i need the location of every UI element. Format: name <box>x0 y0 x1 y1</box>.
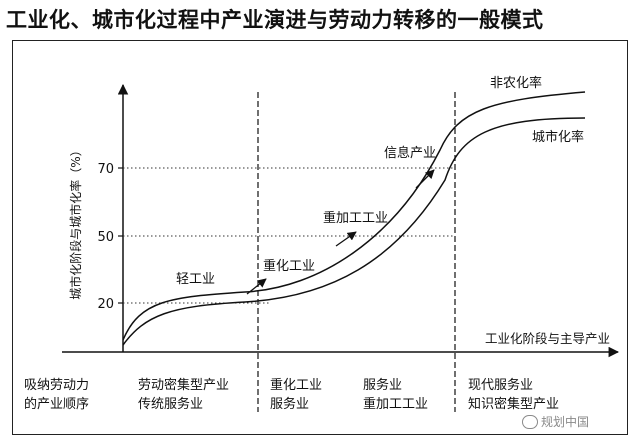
wechat-icon <box>522 414 538 429</box>
bottom-header-line2: 的产业顺序 <box>24 396 89 412</box>
stage-label-information: 信息产业 <box>384 145 436 161</box>
x-axis-label: 工业化阶段与主导产业 <box>485 331 610 346</box>
progress-arrow-2 <box>335 231 357 247</box>
progress-arrow-3 <box>415 169 435 189</box>
y-tick-label-50: 50 <box>97 230 114 245</box>
stage-label-heavy-processing: 重加工工业 <box>323 210 388 226</box>
watermark-text: 规划中国 <box>541 415 590 429</box>
watermark: 规划中国 <box>522 413 589 430</box>
bottom-col2-line2: 服务业 <box>270 396 309 412</box>
bottom-col4-line2: 知识密集型产业 <box>468 396 559 412</box>
y-tick-label-70: 70 <box>97 162 114 177</box>
bottom-col2-line1: 重化工业 <box>270 377 322 393</box>
bottom-header-line1: 吸纳劳动力 <box>24 377 89 393</box>
stage-label-heavy-chemical: 重化工业 <box>263 258 315 274</box>
diagram-frame <box>12 40 628 435</box>
bottom-col3-line2: 重加工工业 <box>363 396 428 412</box>
bottom-col3-line1: 服务业 <box>363 377 402 393</box>
diagram-title: 工业化、城市化过程中产业演进与劳动力转移的一般模式 <box>6 8 544 32</box>
curve-label-urbanization: 城市化率 <box>532 129 584 145</box>
bottom-col4-line1: 现代服务业 <box>468 377 533 393</box>
stage-label-light-industry: 轻工业 <box>176 272 215 287</box>
bottom-col1-line2: 传统服务业 <box>138 396 203 412</box>
urbanization-rate-curve <box>122 117 586 346</box>
y-tick-label-20: 20 <box>97 297 114 312</box>
bottom-col1-line1: 劳动密集型产业 <box>138 377 229 393</box>
progress-arrow-1 <box>246 278 267 295</box>
y-axis-label: 城市化阶段与城市化率（%） <box>68 144 83 299</box>
curve-label-non-agricultural: 非农化率 <box>490 75 542 91</box>
non-agricultural-rate-curve <box>122 91 586 341</box>
